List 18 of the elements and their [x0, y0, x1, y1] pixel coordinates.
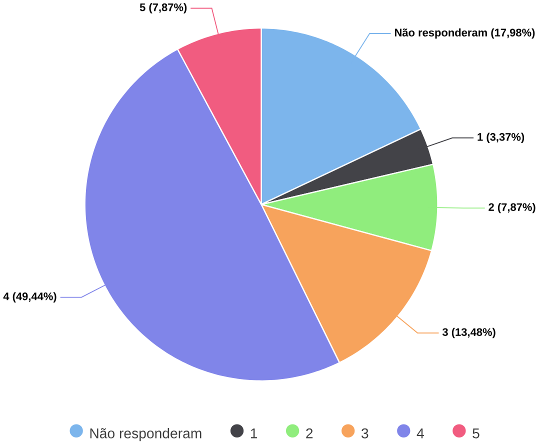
data-label: (17,98%) [491, 28, 535, 39]
slice-label: 5 [140, 4, 146, 12]
legend-label: 4 [416, 428, 424, 438]
legend-label: Não responderam [90, 428, 202, 442]
data-label: (49,44%) [12, 292, 56, 303]
data-label: (3,37%) [486, 132, 524, 144]
slice-label: Não responderam [394, 28, 487, 39]
legend-label: 1 [250, 428, 258, 438]
legend-label: 5 [472, 428, 480, 439]
legend-label: 2 [306, 428, 313, 438]
slice-label: 4 [3, 292, 10, 300]
data-label: (13,48%) [452, 328, 496, 338]
data-label: (7,87%) [498, 203, 536, 214]
data-label: (7,87%) [149, 3, 187, 14]
legend-label: 3 [362, 428, 368, 439]
slice-label: 2 [488, 203, 494, 212]
slice-label: 3 [442, 328, 448, 336]
slice-label: 1 [478, 133, 483, 141]
